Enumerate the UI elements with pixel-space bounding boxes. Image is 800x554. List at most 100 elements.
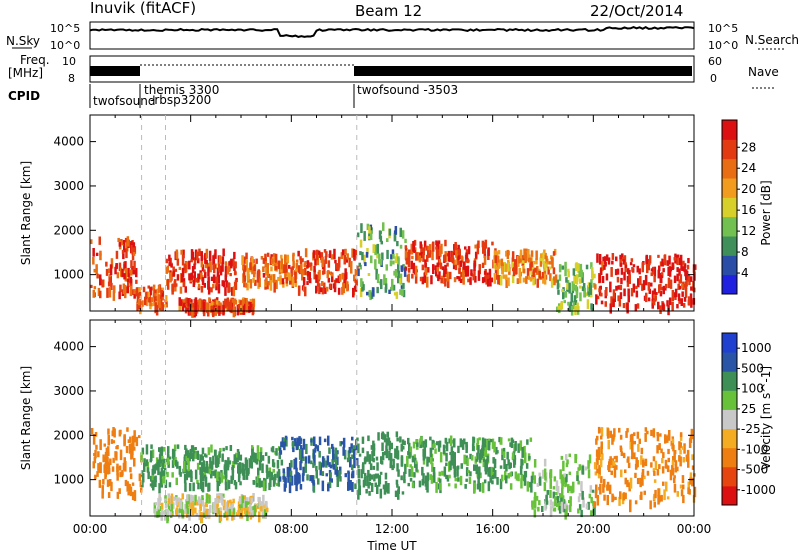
heatmap-cell bbox=[160, 446, 164, 454]
heatmap-cell bbox=[232, 286, 236, 297]
heatmap-cell bbox=[524, 248, 528, 252]
heatmap-cell bbox=[609, 430, 612, 438]
heatmap-cell bbox=[361, 447, 365, 454]
heatmap-cell bbox=[426, 276, 429, 288]
sky-panel-frame bbox=[89, 21, 695, 50]
heatmap-cell bbox=[471, 454, 474, 461]
heatmap-cell bbox=[353, 285, 357, 290]
heatmap-cell bbox=[175, 283, 178, 287]
heatmap-cell bbox=[290, 460, 293, 468]
heatmap-cell bbox=[593, 462, 597, 470]
heatmap-cell bbox=[179, 299, 183, 306]
heatmap-cell bbox=[527, 249, 530, 260]
heatmap-cell bbox=[552, 276, 556, 281]
power-heatmap-cells bbox=[90, 222, 697, 318]
heatmap-cell bbox=[344, 275, 347, 281]
heatmap-cell bbox=[324, 287, 327, 294]
heatmap-cell bbox=[270, 266, 273, 272]
heatmap-cell bbox=[357, 443, 360, 454]
heatmap-cell bbox=[548, 261, 551, 265]
heatmap-cell bbox=[418, 255, 422, 263]
heatmap-cell bbox=[647, 282, 651, 291]
heatmap-cell bbox=[517, 443, 520, 453]
heatmap-cell bbox=[133, 490, 137, 501]
heatmap-cell bbox=[486, 439, 489, 450]
heatmap-cell bbox=[527, 255, 531, 263]
heatmap-cell bbox=[202, 476, 205, 482]
heatmap-cell bbox=[221, 280, 224, 287]
heatmap-cell bbox=[222, 447, 225, 452]
heatmap-cell bbox=[350, 473, 354, 479]
heatmap-cell bbox=[459, 278, 463, 283]
heatmap-cell bbox=[230, 504, 233, 513]
heatmap-cell bbox=[478, 466, 481, 476]
heatmap-cell bbox=[556, 495, 560, 504]
heatmap-cell bbox=[363, 254, 366, 264]
heatmap-cell bbox=[522, 277, 526, 283]
heatmap-cell bbox=[481, 437, 485, 447]
heatmap-cell bbox=[201, 277, 205, 286]
heatmap-cell bbox=[301, 447, 304, 459]
heatmap-cell bbox=[370, 482, 374, 492]
heatmap-cell bbox=[358, 479, 361, 489]
sky-tick-bottom: 10^0 bbox=[50, 39, 80, 52]
heatmap-cell bbox=[652, 468, 656, 473]
heatmap-cell bbox=[304, 267, 307, 276]
heatmap-cell bbox=[686, 449, 690, 461]
heatmap-cell bbox=[433, 472, 436, 483]
colorbar-segment bbox=[722, 158, 737, 179]
heatmap-cell bbox=[156, 511, 159, 518]
heatmap-cell bbox=[135, 268, 138, 278]
heatmap-cell bbox=[472, 436, 475, 446]
heatmap-cell bbox=[642, 459, 645, 468]
heatmap-cell bbox=[525, 463, 529, 469]
colorbar-tick-label: 20 bbox=[741, 182, 756, 196]
heatmap-cell bbox=[439, 262, 443, 270]
heatmap-cell bbox=[210, 287, 213, 293]
heatmap-cell bbox=[616, 276, 620, 283]
heatmap-cell bbox=[444, 239, 447, 247]
heatmap-cell bbox=[239, 300, 243, 306]
heatmap-cell bbox=[554, 496, 557, 507]
heatmap-cell bbox=[387, 483, 390, 494]
heatmap-cell bbox=[460, 463, 463, 469]
heatmap-cell bbox=[690, 286, 693, 291]
heatmap-cell bbox=[620, 277, 623, 285]
heatmap-cell bbox=[174, 284, 177, 292]
heatmap-cell bbox=[571, 486, 574, 494]
heatmap-cell bbox=[108, 287, 112, 298]
heatmap-cell bbox=[408, 452, 411, 459]
heatmap-cell bbox=[136, 293, 140, 303]
heatmap-cell bbox=[242, 265, 245, 271]
heatmap-cell bbox=[610, 296, 613, 308]
heatmap-cell bbox=[269, 256, 273, 266]
heatmap-cell bbox=[520, 478, 523, 489]
heatmap-cell bbox=[273, 282, 276, 293]
heatmap-cell bbox=[657, 488, 660, 497]
heatmap-cell bbox=[184, 503, 187, 514]
heatmap-cell bbox=[217, 274, 220, 284]
heatmap-cell bbox=[288, 273, 292, 281]
heatmap-cell bbox=[478, 483, 482, 492]
heatmap-cell bbox=[90, 284, 93, 288]
heatmap-cell bbox=[160, 502, 164, 511]
heatmap-cell bbox=[502, 274, 506, 279]
heatmap-cell bbox=[413, 454, 416, 460]
heatmap-cell bbox=[108, 276, 111, 283]
heatmap-cell bbox=[415, 462, 418, 472]
heatmap-cell bbox=[453, 472, 457, 478]
heatmap-cell bbox=[556, 306, 559, 312]
heatmap-cell bbox=[212, 283, 215, 289]
heatmap-cell bbox=[239, 497, 242, 506]
heatmap-cell bbox=[679, 254, 683, 263]
heatmap-cell bbox=[541, 252, 545, 261]
heatmap-cell bbox=[574, 285, 578, 292]
heatmap-cell bbox=[340, 252, 344, 259]
heatmap-cell bbox=[484, 470, 488, 475]
heatmap-cell bbox=[133, 289, 136, 295]
heatmap-cell bbox=[329, 271, 332, 275]
heatmap-cell bbox=[664, 459, 668, 469]
heatmap-cell bbox=[113, 428, 116, 438]
heatmap-cell bbox=[511, 257, 514, 269]
heatmap-cell bbox=[624, 477, 627, 485]
